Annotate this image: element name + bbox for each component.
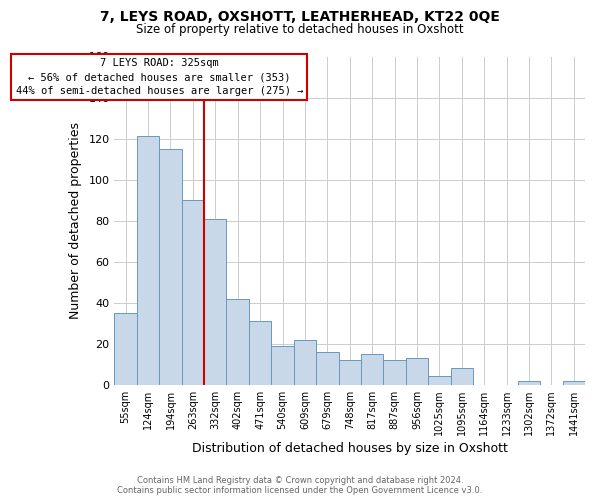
Bar (518, 380, 540, 384)
Bar (563, 380, 585, 384)
Bar (316, 352, 338, 384)
Bar (226, 298, 249, 384)
Text: Contains HM Land Registry data © Crown copyright and database right 2024.
Contai: Contains HM Land Registry data © Crown c… (118, 476, 482, 495)
Bar (406, 358, 428, 384)
Bar (182, 200, 204, 384)
Bar (115, 313, 137, 384)
Bar (137, 136, 159, 384)
Bar (428, 376, 451, 384)
Bar (294, 340, 316, 384)
Bar (338, 360, 361, 384)
Text: 7 LEYS ROAD: 325sqm
← 56% of detached houses are smaller (353)
44% of semi-detac: 7 LEYS ROAD: 325sqm ← 56% of detached ho… (16, 58, 303, 96)
Bar (451, 368, 473, 384)
X-axis label: Distribution of detached houses by size in Oxshott: Distribution of detached houses by size … (192, 442, 508, 455)
Text: 7, LEYS ROAD, OXSHOTT, LEATHERHEAD, KT22 0QE: 7, LEYS ROAD, OXSHOTT, LEATHERHEAD, KT22… (100, 10, 500, 24)
Bar (159, 149, 182, 384)
Bar (271, 346, 294, 385)
Y-axis label: Number of detached properties: Number of detached properties (68, 122, 82, 319)
Bar (204, 218, 226, 384)
Bar (249, 321, 271, 384)
Text: Size of property relative to detached houses in Oxshott: Size of property relative to detached ho… (136, 22, 464, 36)
Bar (383, 360, 406, 384)
Bar (361, 354, 383, 384)
